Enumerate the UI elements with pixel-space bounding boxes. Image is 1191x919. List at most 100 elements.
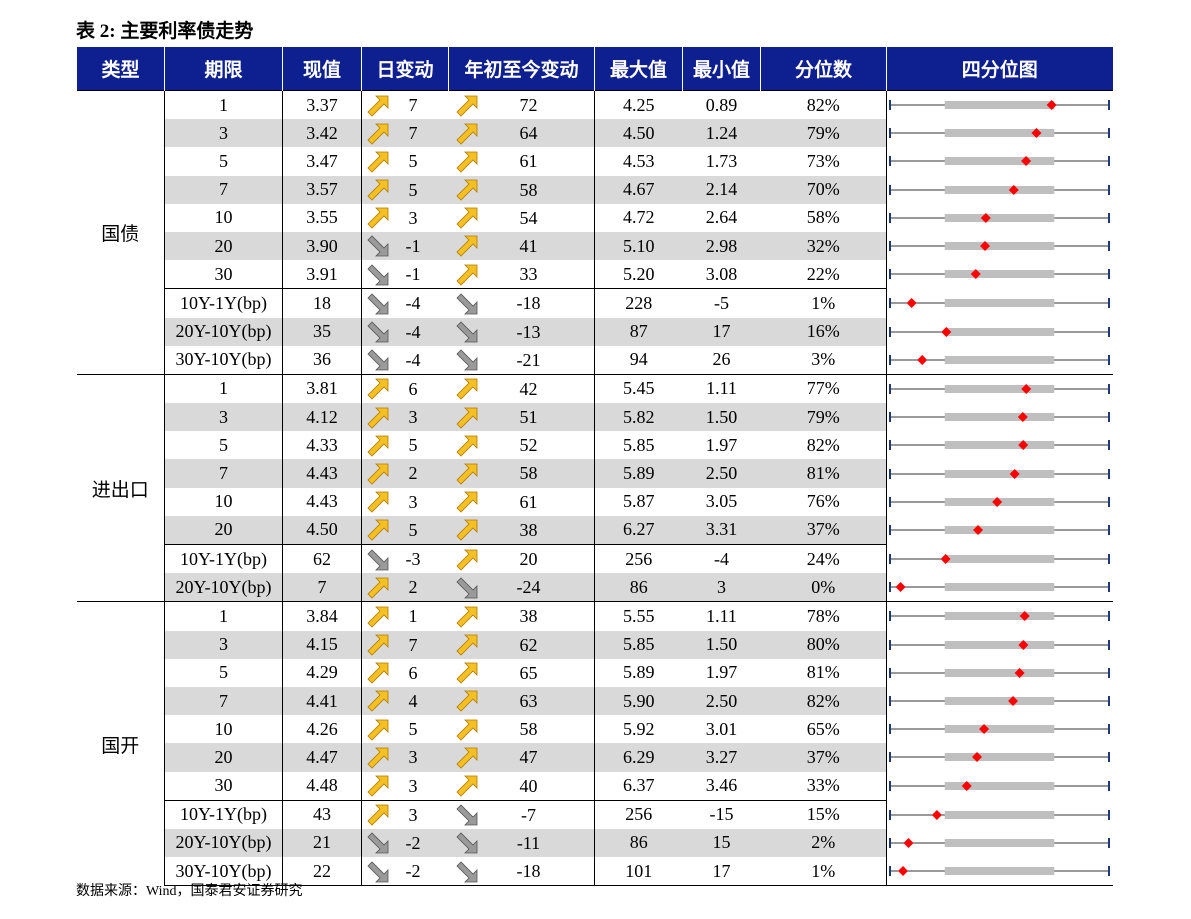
daily-change-value: -3 [405, 549, 421, 570]
daily-change-cell: 1 [361, 601, 449, 631]
arrow-down-icon [455, 349, 477, 371]
quartile-chart-cell [886, 459, 1113, 488]
arrow-up-icon [455, 519, 477, 541]
table-row: 5 3.47 5 61 4.53 1.73 73% [77, 147, 1113, 176]
min-value-cell: 1.11 [682, 373, 761, 404]
quartile-box [944, 526, 1055, 535]
quartile-chart [889, 354, 1110, 365]
percentile-cell: 58% [760, 203, 887, 232]
quartile-box [944, 469, 1055, 478]
daily-change-cell: -2 [361, 828, 449, 858]
ytd-change-cell: 58 [448, 459, 595, 488]
quartile-current-marker [980, 241, 991, 252]
quartile-box [944, 554, 1055, 563]
min-value-cell: 1.50 [682, 403, 761, 432]
max-value-cell: 5.82 [594, 403, 683, 432]
arrow-up-icon [367, 747, 389, 769]
ytd-change-value: -18 [516, 861, 541, 882]
quartile-box [944, 101, 1055, 110]
ytd-change-cell: -11 [448, 828, 595, 858]
quartile-current-marker [903, 837, 914, 848]
current-value-cell: 35 [282, 317, 362, 346]
table-row: 10Y-1Y(bp) 43 3 -7 256 -15 15% [77, 799, 1113, 829]
min-value-cell: 17 [682, 857, 761, 887]
daily-change-cell: 3 [362, 488, 449, 516]
term-cell: 30 [164, 260, 283, 289]
arrow-up-icon [455, 747, 477, 769]
quartile-chart-cell [886, 715, 1113, 744]
term-cell: 1 [164, 90, 283, 120]
rate-trend-table: 类型 期限 现值 日变动 年初至今变动 最大值 最小值 分位数 四分位图 国债 1… [76, 47, 1114, 887]
table-header: 类型 期限 现值 日变动 年初至今变动 最大值 最小值 分位数 四分位图 [76, 47, 1114, 91]
term-cell: 30 [164, 771, 283, 801]
min-value-cell: 1.97 [705, 662, 738, 683]
quartile-chart [889, 837, 1110, 848]
quartile-current-marker [979, 724, 990, 735]
daily-change-cell: 5 [362, 715, 449, 743]
ytd-change-value: 62 [519, 634, 538, 655]
arrow-down-icon [367, 832, 389, 854]
daily-change-value: -1 [405, 235, 421, 256]
percentile-cell: 1% [760, 288, 887, 318]
quartile-chart-cell [886, 373, 1113, 404]
quartile-chart-cell [886, 800, 1113, 829]
term-cell: 7 [164, 175, 283, 204]
header-quartile-chart: 四分位图 [886, 47, 1114, 91]
daily-change-value: 2 [408, 577, 418, 598]
quartile-chart-cell [886, 317, 1113, 346]
max-value-cell: 4.72 [623, 207, 655, 228]
table-row: 5 4.33 5 52 5.85 1.97 82% [77, 431, 1113, 460]
quartile-chart [889, 696, 1110, 707]
daily-change-value: 1 [408, 606, 418, 627]
arrow-up-icon [455, 407, 477, 429]
min-value-cell: 0.89 [682, 90, 761, 120]
quartile-chart [889, 582, 1110, 593]
quartile-box [944, 441, 1055, 450]
arrow-up-icon [455, 634, 477, 656]
arrow-up-icon [367, 123, 389, 145]
percentile-cell: 2% [760, 828, 887, 858]
current-value-cell: 3.55 [282, 203, 362, 232]
quartile-current-marker [980, 212, 991, 223]
max-value-cell: 6.29 [594, 743, 683, 772]
min-value-cell: 2.50 [682, 459, 761, 488]
ytd-change-value: -13 [516, 321, 541, 342]
ytd-change-value: 61 [519, 491, 538, 512]
quartile-chart [889, 553, 1110, 564]
percentile-cell: 37% [760, 743, 887, 772]
daily-change-value: 3 [408, 804, 418, 825]
ytd-change-cell: 38 [448, 601, 595, 631]
percentile-cell: 73% [760, 147, 887, 176]
ytd-change-value: 54 [519, 207, 538, 228]
daily-change-cell: -1 [362, 260, 449, 289]
ytd-change-cell: -13 [448, 317, 595, 346]
min-value-cell: -5 [682, 288, 761, 318]
arrow-down-icon [455, 577, 477, 599]
arrow-up-icon [455, 719, 477, 741]
quartile-current-marker [1014, 667, 1025, 678]
ytd-change-value: 64 [519, 123, 538, 144]
daily-change-cell: 3 [362, 772, 449, 801]
table-row: 进出口 1 3.81 6 42 5.45 1.11 77% [76, 373, 1113, 602]
daily-change-cell: -2 [361, 857, 449, 887]
quartile-current-marker [1031, 128, 1042, 139]
quartile-chart-cell [886, 345, 1113, 375]
quartile-chart-cell [886, 601, 1113, 631]
current-value-cell: 4.48 [282, 771, 362, 801]
ytd-change-cell: 64 [448, 119, 595, 148]
term-cell: 7 [164, 459, 283, 488]
quartile-current-marker [931, 809, 942, 820]
arrow-up-icon [367, 775, 389, 797]
arrow-up-icon [455, 179, 477, 201]
percentile-cell: 82% [760, 686, 887, 716]
max-value-cell: 5.92 [623, 718, 655, 739]
arrow-down-icon [367, 861, 389, 882]
quartile-box [944, 697, 1055, 706]
ytd-change-value: 58 [519, 179, 538, 200]
term-cell: 7 [164, 686, 283, 716]
max-value-cell: 228 [594, 288, 683, 318]
quartile-box [944, 270, 1055, 279]
quartile-current-marker [940, 553, 951, 564]
current-value-cell: 4.43 [282, 459, 362, 488]
quartile-chart [889, 184, 1110, 195]
